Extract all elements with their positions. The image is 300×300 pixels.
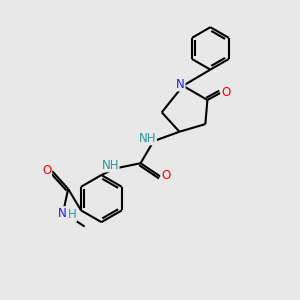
Text: N: N xyxy=(176,78,185,91)
Text: H: H xyxy=(68,208,76,221)
Text: O: O xyxy=(221,86,230,99)
Text: NH: NH xyxy=(101,159,119,172)
Text: O: O xyxy=(42,164,52,177)
Text: NH: NH xyxy=(139,132,156,145)
Text: O: O xyxy=(161,169,170,182)
Text: N: N xyxy=(58,207,66,220)
